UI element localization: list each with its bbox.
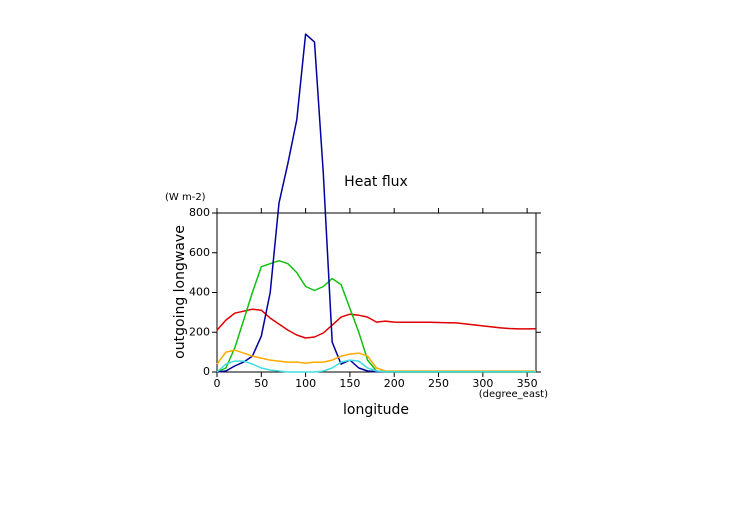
series-line (216, 359, 536, 373)
x-tick-label: 100 (295, 377, 316, 390)
y-unit: (W m-2) (165, 192, 206, 203)
x-tick-label: 300 (472, 377, 493, 390)
y-tick-label: 0 (203, 365, 210, 378)
chart-title: Heat flux (344, 174, 408, 190)
x-tick-label: 50 (254, 377, 268, 390)
plot-frame (216, 212, 537, 373)
x-tick-label: 350 (517, 377, 538, 390)
x-tick-label: 200 (384, 377, 405, 390)
x-tick-label: 150 (339, 377, 360, 390)
series-line (216, 349, 536, 372)
x-unit: (degree_east) (479, 389, 548, 400)
y-axis-label: outgoing longwave (172, 225, 188, 359)
y-tick-label: 600 (189, 246, 210, 259)
y-tick-label: 200 (189, 325, 210, 338)
x-tick-label: 250 (428, 377, 449, 390)
x-tick-label: 0 (214, 377, 221, 390)
series-line (216, 308, 537, 339)
x-axis-label: longitude (343, 402, 409, 418)
y-tick-label: 800 (189, 206, 210, 219)
y-tick-label: 400 (189, 286, 210, 299)
